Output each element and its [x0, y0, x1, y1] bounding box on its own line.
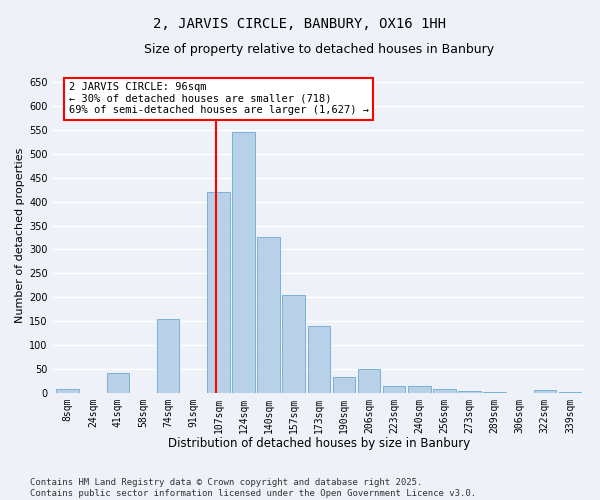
Bar	[332, 378, 355, 392]
Bar	[56, 389, 79, 392]
Bar	[408, 386, 431, 392]
Bar	[358, 369, 380, 392]
X-axis label: Distribution of detached houses by size in Banbury: Distribution of detached houses by size …	[168, 437, 470, 450]
Bar	[433, 389, 455, 392]
Bar	[533, 390, 556, 392]
Bar	[157, 318, 179, 392]
Text: Contains HM Land Registry data © Crown copyright and database right 2025.
Contai: Contains HM Land Registry data © Crown c…	[30, 478, 476, 498]
Title: Size of property relative to detached houses in Banbury: Size of property relative to detached ho…	[144, 42, 494, 56]
Bar	[308, 326, 330, 392]
Bar	[458, 391, 481, 392]
Bar	[283, 295, 305, 392]
Text: 2, JARVIS CIRCLE, BANBURY, OX16 1HH: 2, JARVIS CIRCLE, BANBURY, OX16 1HH	[154, 18, 446, 32]
Text: 2 JARVIS CIRCLE: 96sqm
← 30% of detached houses are smaller (718)
69% of semi-de: 2 JARVIS CIRCLE: 96sqm ← 30% of detached…	[68, 82, 368, 116]
Bar	[232, 132, 255, 392]
Bar	[257, 238, 280, 392]
Bar	[107, 372, 129, 392]
Y-axis label: Number of detached properties: Number of detached properties	[15, 148, 25, 323]
Bar	[383, 386, 406, 392]
Bar	[207, 192, 230, 392]
